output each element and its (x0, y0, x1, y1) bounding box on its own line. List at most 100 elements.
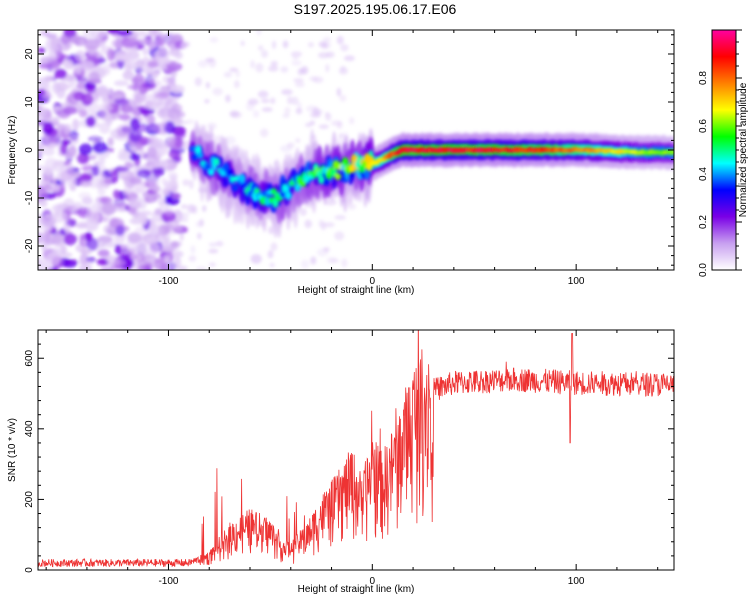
heatmap-blob (128, 199, 137, 208)
heatmap-blob (208, 248, 219, 254)
ridge-blob (191, 153, 198, 161)
heatmap-blob (235, 70, 241, 78)
heatmap-blob (134, 91, 146, 105)
heatmap-blob (168, 60, 178, 72)
heatmap-blob (38, 143, 44, 155)
heatmap-blob (180, 204, 188, 210)
heatmap-blob (163, 254, 171, 264)
heatmap-blob (127, 232, 142, 244)
heatmap-blob (45, 226, 53, 232)
ridge-blob (670, 149, 674, 155)
heatmap-blob (268, 226, 275, 235)
heatmap-blob (171, 192, 182, 200)
heatmap-blob (84, 38, 100, 51)
heatmap-blob (129, 117, 140, 131)
heatmap-blob (154, 207, 163, 216)
heatmap-blob (284, 106, 291, 115)
heatmap-blob (340, 44, 349, 52)
heatmap-blob (212, 87, 223, 96)
heatmap-blob (324, 198, 337, 206)
heatmap-blob (293, 78, 304, 83)
heatmap-x-tick-label: -100 (158, 276, 178, 287)
heatmap-blob (88, 71, 101, 84)
heatmap-blob (197, 59, 209, 68)
heatmap-blob (259, 128, 269, 138)
heatmap-blob (144, 93, 155, 104)
heatmap-blob (74, 51, 85, 62)
colorbar-tick-label: 0.4 (698, 167, 709, 181)
heatmap-blob (111, 93, 125, 100)
heatmap-blob (229, 67, 239, 72)
heatmap-blob (164, 98, 178, 111)
heatmap-blob (144, 114, 156, 124)
heatmap-blob (151, 185, 161, 192)
heatmap-blob (51, 204, 67, 213)
heatmap-blob (261, 107, 273, 112)
heatmap-blob (282, 40, 289, 49)
heatmap-x-axis-label: Height of straight line (km) (298, 285, 415, 296)
heatmap-blob (207, 122, 217, 130)
ridge-blob (318, 175, 325, 185)
ridge-blob (226, 169, 233, 177)
heatmap-blob (336, 121, 343, 130)
heatmap-blob (310, 256, 317, 265)
heatmap-blob (106, 48, 115, 62)
heatmap-blob (281, 89, 293, 96)
heatmap-blob (136, 123, 150, 132)
heatmap-blob (110, 259, 126, 267)
colorbar-ticks: 0.0 0.2 0.4 0.6 0.8 (698, 29, 742, 277)
heatmap-blob (134, 67, 143, 74)
heatmap-blob (163, 207, 174, 216)
heatmap-blob (58, 171, 67, 184)
heatmap-blob (113, 80, 129, 87)
heatmap-blob (96, 258, 110, 266)
heatmap-blob (180, 41, 191, 48)
heatmap-blob (96, 114, 112, 120)
heatmap-blob (60, 244, 67, 254)
heatmap-blob (336, 87, 342, 97)
heatmap-blob (318, 124, 329, 129)
heatmap-blob (209, 36, 219, 43)
heatmap-blob (169, 95, 181, 101)
ridge-blob (285, 191, 292, 200)
heatmap-blob (339, 94, 347, 102)
heatmap-blob (260, 49, 269, 58)
heatmap-blob (118, 113, 131, 121)
heatmap-blob (49, 48, 61, 60)
heatmap-blob (38, 232, 45, 245)
heatmap-blob (113, 189, 120, 199)
heatmap-blob (57, 252, 73, 258)
heatmap-blob (43, 233, 51, 244)
heatmap-blob (52, 116, 60, 123)
heatmap-blob (168, 149, 181, 159)
heatmap-blob (336, 35, 344, 45)
heatmap-blob (202, 205, 207, 212)
heatmap-blob (170, 241, 180, 248)
heatmap-blobs (38, 30, 674, 270)
heatmap-blob (343, 55, 355, 62)
heatmap-blob (41, 242, 48, 252)
heatmap-blob (70, 172, 82, 178)
heatmap-blob (43, 166, 55, 176)
heatmap-blob (40, 262, 52, 270)
heatmap-blob (101, 93, 110, 104)
heatmap-blob (295, 138, 301, 143)
heatmap-blob (169, 174, 178, 180)
heatmap-blob (42, 141, 57, 149)
heatmap-blob (230, 111, 243, 119)
heatmap-blob (267, 250, 274, 259)
heatmap-blob (150, 142, 158, 149)
heatmap-y-tick-label: -10 (24, 190, 35, 205)
heatmap-blob (188, 255, 197, 262)
heatmap-blob (176, 265, 188, 270)
heatmap-blob (215, 240, 224, 247)
heatmap-blob (135, 143, 143, 150)
heatmap-blob (170, 84, 185, 94)
heatmap-blob (57, 123, 66, 129)
heatmap-blob (173, 225, 183, 232)
heatmap-blob (162, 128, 168, 137)
heatmap-blob (323, 222, 335, 228)
heatmap-blob (38, 62, 52, 70)
heatmap-blob (80, 248, 93, 255)
